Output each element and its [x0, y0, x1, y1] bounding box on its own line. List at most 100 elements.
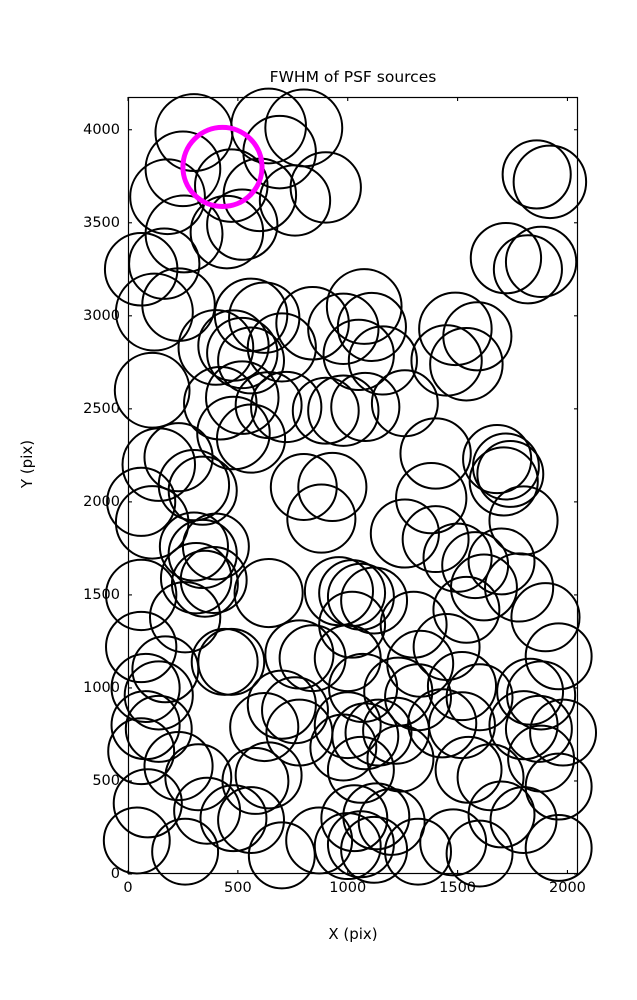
source-marker[interactable] [291, 376, 360, 445]
source-marker[interactable] [401, 505, 470, 574]
source-marker[interactable] [395, 461, 468, 535]
source-marker[interactable] [326, 735, 395, 804]
source-marker[interactable] [524, 622, 593, 691]
source-marker[interactable] [289, 151, 362, 224]
source-marker[interactable] [124, 694, 193, 763]
source-marker[interactable] [418, 291, 493, 367]
source-marker[interactable] [347, 325, 418, 396]
source-marker[interactable] [476, 440, 545, 508]
source-marker[interactable] [512, 144, 588, 220]
source-marker[interactable] [158, 511, 229, 582]
source-marker[interactable] [363, 656, 434, 727]
source-marker[interactable] [325, 268, 403, 345]
source-marker[interactable] [105, 610, 178, 684]
source-marker[interactable] [344, 698, 413, 767]
source-marker[interactable] [217, 326, 286, 395]
source-marker[interactable] [148, 581, 222, 654]
source-marker[interactable] [221, 747, 290, 815]
source-marker[interactable] [456, 743, 525, 812]
source-marker[interactable] [205, 360, 280, 435]
source-marker[interactable] [529, 698, 598, 767]
source-marker[interactable] [107, 717, 176, 786]
source-marker[interactable] [504, 225, 578, 299]
source-marker[interactable] [309, 713, 378, 782]
source-marker[interactable] [194, 148, 269, 223]
source-marker[interactable] [247, 821, 316, 890]
source-marker[interactable] [326, 810, 395, 879]
source-marker[interactable] [143, 731, 214, 802]
source-marker[interactable] [234, 741, 303, 810]
source-marker[interactable] [471, 432, 540, 501]
source-marker[interactable] [102, 806, 171, 875]
source-marker[interactable] [320, 784, 389, 853]
source-marker[interactable] [233, 557, 304, 629]
source-marker[interactable] [242, 114, 317, 190]
source-marker[interactable] [189, 194, 265, 270]
source-marker[interactable] [286, 483, 357, 554]
source-marker[interactable] [462, 424, 533, 495]
source-marker[interactable] [369, 498, 440, 569]
source-marker[interactable] [106, 466, 177, 537]
source-marker[interactable] [504, 694, 573, 763]
source-marker[interactable] [510, 582, 581, 653]
source-marker[interactable] [258, 164, 332, 237]
source-marker[interactable] [199, 784, 268, 853]
source-marker[interactable] [307, 292, 380, 365]
source-marker[interactable] [196, 395, 271, 471]
source-marker[interactable] [366, 724, 435, 793]
source-marker[interactable] [105, 558, 178, 632]
source-marker[interactable] [386, 629, 455, 698]
source-marker[interactable] [141, 267, 216, 342]
source-marker[interactable] [129, 158, 206, 236]
source-marker[interactable] [275, 286, 350, 361]
source-marker[interactable] [206, 316, 279, 390]
source-marker[interactable] [164, 743, 233, 812]
source-marker[interactable] [379, 590, 448, 659]
source-marker[interactable] [307, 374, 380, 447]
source-marker[interactable] [469, 221, 543, 295]
source-marker[interactable] [467, 527, 536, 596]
source-marker[interactable] [318, 590, 387, 659]
source-marker[interactable] [429, 326, 504, 402]
source-marker[interactable] [112, 768, 183, 839]
source-marker[interactable] [206, 188, 279, 261]
source-marker[interactable] [215, 403, 287, 474]
source-marker[interactable] [468, 446, 539, 517]
source-marker[interactable] [144, 130, 222, 208]
source-marker[interactable] [190, 627, 259, 696]
source-marker[interactable] [445, 663, 514, 732]
source-marker[interactable] [177, 309, 255, 386]
source-marker[interactable] [340, 566, 409, 635]
source-marker[interactable] [340, 815, 409, 884]
source-marker[interactable] [492, 234, 563, 305]
source-marker[interactable] [303, 556, 375, 627]
source-marker[interactable] [123, 660, 194, 731]
source-marker[interactable] [128, 227, 201, 300]
source-marker[interactable] [264, 88, 344, 168]
source-marker[interactable] [167, 518, 238, 590]
source-marker[interactable] [370, 369, 439, 438]
source-marker[interactable] [313, 691, 382, 760]
source-marker[interactable] [507, 724, 576, 793]
source-marker[interactable] [445, 819, 514, 888]
source-marker[interactable] [488, 690, 559, 761]
source-marker[interactable] [432, 575, 501, 644]
source-marker[interactable] [330, 371, 401, 443]
source-marker[interactable] [179, 546, 248, 614]
source-marker[interactable] [269, 453, 338, 521]
source-marker[interactable] [384, 817, 453, 886]
source-marker[interactable] [197, 309, 270, 382]
source-marker[interactable] [229, 691, 300, 763]
source-marker[interactable] [489, 786, 558, 854]
source-marker[interactable] [297, 451, 368, 523]
source-marker[interactable] [151, 817, 220, 886]
source-marker[interactable] [450, 553, 518, 622]
source-marker[interactable] [250, 370, 323, 444]
source-marker[interactable] [183, 366, 258, 441]
source-marker[interactable] [428, 691, 496, 760]
source-marker[interactable] [501, 139, 572, 210]
source-marker[interactable] [434, 735, 503, 804]
source-marker[interactable] [524, 813, 593, 882]
source-marker[interactable] [484, 552, 555, 623]
source-marker[interactable] [399, 417, 472, 490]
